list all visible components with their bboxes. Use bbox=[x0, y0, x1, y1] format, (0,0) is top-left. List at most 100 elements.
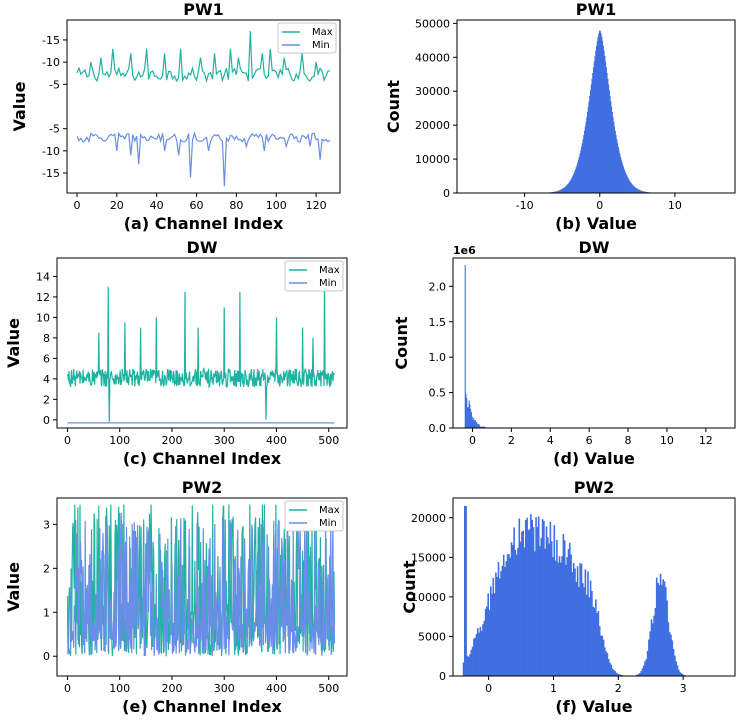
x-tick-label: 0 bbox=[64, 682, 71, 695]
x-tick-label: 100 bbox=[266, 199, 287, 212]
legend-label-max: Max bbox=[312, 27, 333, 38]
legend-label-min: Min bbox=[312, 40, 330, 51]
series-line-min bbox=[77, 133, 330, 186]
y-tick-label: 20000 bbox=[415, 119, 450, 132]
y-tick-label: -10 bbox=[42, 145, 60, 158]
x-tick-label: 40 bbox=[150, 199, 164, 212]
y-tick-label: 4 bbox=[43, 373, 50, 386]
chart-title: PW2 bbox=[182, 478, 223, 497]
y-tick-label: 10000 bbox=[415, 153, 450, 166]
y-tick-label: 40000 bbox=[415, 51, 450, 64]
x-tick-label: 0 bbox=[596, 199, 603, 212]
x-tick-label: 200 bbox=[161, 434, 182, 447]
x-tick-label: 80 bbox=[229, 199, 243, 212]
x-tick-label: 400 bbox=[266, 434, 287, 447]
y-axis-label: Value bbox=[4, 318, 23, 368]
x-tick-label: 200 bbox=[161, 682, 182, 695]
x-tick-label: 60 bbox=[190, 199, 204, 212]
plot-area bbox=[77, 31, 330, 186]
y-tick-label: 0.5 bbox=[429, 387, 447, 400]
y-tick-label: -15 bbox=[42, 167, 60, 180]
x-tick-label: 8 bbox=[625, 434, 632, 447]
y-tick-label: 8 bbox=[43, 332, 50, 345]
y-tick-label: 6 bbox=[43, 352, 50, 365]
x-tick-label: 100 bbox=[109, 682, 130, 695]
y-tick-label: 0 bbox=[43, 650, 50, 663]
chart-title: DW bbox=[187, 238, 218, 257]
plot-area bbox=[463, 506, 691, 676]
legend: Max Min bbox=[278, 23, 336, 53]
x-tick-label: 20 bbox=[110, 199, 124, 212]
chart-title: DW bbox=[579, 238, 610, 257]
chart-b: -10 0 10 0 10000 20000 30000 40000 50000 PW1 (b) V… bbox=[384, 0, 735, 233]
y-tick-label: 12 bbox=[36, 291, 50, 304]
x-tick-label: 0 bbox=[469, 434, 476, 447]
y-axis-label: Value bbox=[10, 81, 29, 131]
y-axis-label: Count bbox=[400, 560, 419, 614]
histogram-bars bbox=[540, 31, 661, 193]
axis-scale-label: 1e6 bbox=[453, 244, 476, 257]
x-tick-label: 100 bbox=[109, 434, 130, 447]
legend-label-max: Max bbox=[319, 505, 340, 516]
histogram-bar bbox=[465, 506, 467, 676]
x-tick-label: 2 bbox=[508, 434, 515, 447]
x-tick-label: 2 bbox=[615, 682, 622, 695]
legend-label-max: Max bbox=[319, 265, 340, 276]
axes-frame bbox=[453, 258, 735, 428]
y-tick-label: 20000 bbox=[411, 512, 446, 525]
y-tick-label: 2.0 bbox=[429, 280, 447, 293]
x-tick-label: 400 bbox=[266, 682, 287, 695]
x-tick-label: 500 bbox=[318, 682, 339, 695]
plot-area bbox=[68, 282, 335, 423]
x-tick-label: 10 bbox=[668, 199, 682, 212]
plot-area bbox=[540, 31, 661, 193]
y-tick-label: 3 bbox=[43, 518, 50, 531]
y-tick-label: -5 bbox=[49, 78, 60, 91]
x-tick-label: 6 bbox=[586, 434, 593, 447]
histogram-bars bbox=[463, 506, 691, 676]
legend: Max Min bbox=[285, 501, 343, 531]
x-tick-label: 3 bbox=[680, 682, 687, 695]
x-axis-label: (d) Value bbox=[553, 449, 635, 468]
y-tick-label: 1.0 bbox=[429, 351, 447, 364]
y-axis-label: Count bbox=[384, 80, 403, 134]
y-tick-label: 5000 bbox=[418, 630, 446, 643]
y-tick-label: -15 bbox=[42, 34, 60, 47]
x-axis-label: (b) Value bbox=[555, 214, 637, 233]
chart-title: PW1 bbox=[183, 0, 224, 19]
histogram-bars bbox=[465, 265, 501, 428]
y-tick-label: 1 bbox=[43, 606, 50, 619]
y-tick-label: 14 bbox=[36, 270, 50, 283]
x-tick-label: -10 bbox=[516, 199, 534, 212]
y-tick-label: -10 bbox=[42, 56, 60, 69]
x-tick-label: 300 bbox=[214, 682, 235, 695]
x-tick-label: 300 bbox=[214, 434, 235, 447]
y-tick-label: 50000 bbox=[415, 17, 450, 30]
y-tick-label: 0 bbox=[439, 670, 446, 683]
y-tick-label: 2 bbox=[43, 393, 50, 406]
y-tick-label: -5 bbox=[49, 123, 60, 136]
x-axis-label: (f) Value bbox=[555, 697, 632, 716]
x-tick-label: 12 bbox=[699, 434, 713, 447]
legend-label-min: Min bbox=[319, 518, 337, 529]
plot-area bbox=[465, 265, 501, 428]
y-axis-label: Count bbox=[392, 316, 411, 370]
y-tick-label: 0.0 bbox=[429, 422, 447, 435]
y-axis-label: Value bbox=[4, 562, 23, 612]
x-tick-label: 0 bbox=[485, 682, 492, 695]
y-tick-label: 30000 bbox=[415, 85, 450, 98]
x-tick-label: 120 bbox=[306, 199, 327, 212]
series-line-max bbox=[68, 282, 335, 422]
chart-title: PW1 bbox=[576, 0, 617, 19]
y-tick-label: 0 bbox=[443, 187, 450, 200]
y-tick-label: 1.5 bbox=[429, 316, 447, 329]
chart-title: PW2 bbox=[574, 478, 615, 497]
x-tick-label: 4 bbox=[547, 434, 554, 447]
y-tick-label: 2 bbox=[43, 562, 50, 575]
